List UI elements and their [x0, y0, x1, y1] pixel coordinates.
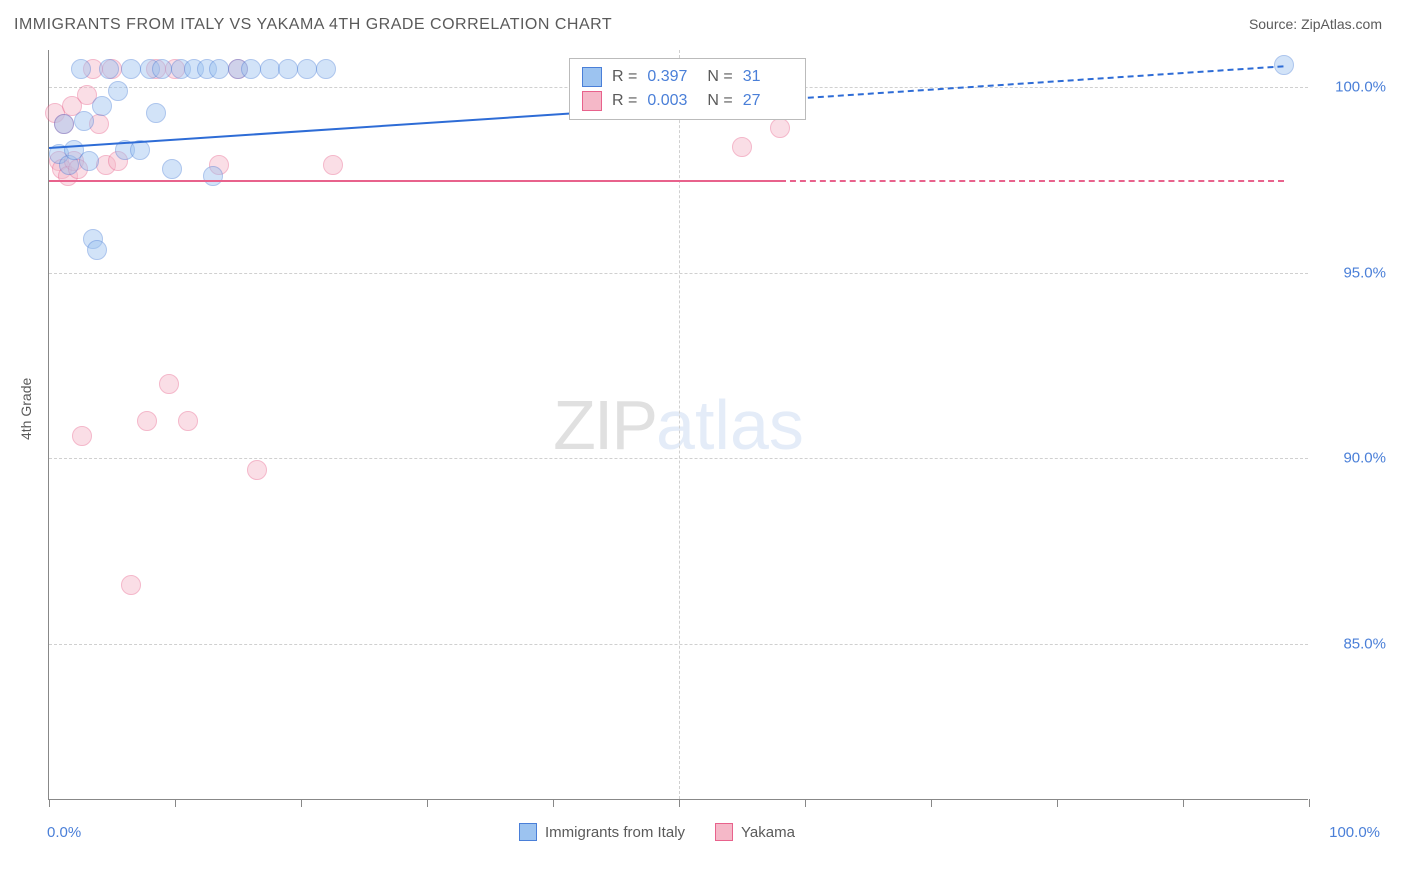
data-point — [203, 166, 223, 186]
legend-swatch — [582, 91, 602, 111]
trend-line-extension — [780, 180, 1284, 182]
y-axis-label: 4th Grade — [18, 378, 34, 440]
data-point — [108, 81, 128, 101]
data-point — [770, 118, 790, 138]
data-point — [99, 59, 119, 79]
data-point — [71, 59, 91, 79]
data-point — [247, 460, 267, 480]
data-point — [162, 159, 182, 179]
r-label: R = — [612, 92, 637, 110]
data-point — [72, 426, 92, 446]
data-point — [278, 59, 298, 79]
y-tick-label: 90.0% — [1343, 450, 1386, 467]
data-point — [146, 103, 166, 123]
data-point — [137, 411, 157, 431]
x-tick — [553, 799, 554, 807]
data-point — [152, 59, 172, 79]
y-tick-label: 100.0% — [1335, 79, 1386, 96]
x-tick — [1309, 799, 1310, 807]
data-point — [316, 59, 336, 79]
stats-legend-row: R = 0.003 N = 27 — [582, 89, 793, 113]
data-point — [54, 114, 74, 134]
data-point — [732, 137, 752, 157]
legend-item: Yakama — [715, 823, 795, 841]
x-tick — [931, 799, 932, 807]
x-tick-label: 0.0% — [47, 824, 81, 841]
legend-label: Immigrants from Italy — [545, 824, 685, 841]
y-tick-label: 85.0% — [1343, 636, 1386, 653]
chart-header: IMMIGRANTS FROM ITALY VS YAKAMA 4TH GRAD… — [0, 0, 1406, 44]
x-tick — [805, 799, 806, 807]
x-tick — [301, 799, 302, 807]
trend-line — [49, 112, 578, 149]
scatter-chart: ZIPatlas 85.0%90.0%95.0%100.0%0.0%100.0%… — [48, 50, 1308, 800]
y-tick-label: 95.0% — [1343, 264, 1386, 281]
x-tick — [49, 799, 50, 807]
r-value: 0.003 — [647, 92, 697, 110]
n-value: 27 — [743, 92, 793, 110]
data-point — [92, 96, 112, 116]
data-point — [159, 374, 179, 394]
x-tick — [427, 799, 428, 807]
data-point — [79, 151, 99, 171]
data-point — [323, 155, 343, 175]
legend-label: Yakama — [741, 824, 795, 841]
trend-line — [49, 180, 780, 182]
data-point — [209, 59, 229, 79]
watermark-zip: ZIP — [553, 386, 656, 464]
series-legend: Immigrants from Italy Yakama — [519, 823, 795, 841]
source-prefix: Source: — [1249, 16, 1301, 32]
data-point — [74, 111, 94, 131]
r-label: R = — [612, 68, 637, 86]
r-value: 0.397 — [647, 68, 697, 86]
x-tick — [1183, 799, 1184, 807]
data-point — [241, 59, 261, 79]
data-point — [178, 411, 198, 431]
source-name: ZipAtlas.com — [1301, 16, 1382, 32]
n-value: 31 — [743, 68, 793, 86]
x-tick — [175, 799, 176, 807]
x-tick — [679, 799, 680, 807]
data-point — [297, 59, 317, 79]
n-label: N = — [707, 92, 732, 110]
legend-swatch — [582, 67, 602, 87]
legend-item: Immigrants from Italy — [519, 823, 685, 841]
data-point — [260, 59, 280, 79]
x-tick-label: 100.0% — [1329, 824, 1380, 841]
data-point — [87, 240, 107, 260]
gridline-vertical — [679, 50, 680, 799]
data-point — [121, 59, 141, 79]
stats-legend-row: R = 0.397 N = 31 — [582, 65, 793, 89]
source-attribution: Source: ZipAtlas.com — [1249, 16, 1382, 32]
legend-swatch — [715, 823, 733, 841]
legend-swatch — [519, 823, 537, 841]
stats-legend: R = 0.397 N = 31 R = 0.003 N = 27 — [569, 58, 806, 120]
chart-title: IMMIGRANTS FROM ITALY VS YAKAMA 4TH GRAD… — [14, 16, 612, 34]
n-label: N = — [707, 68, 732, 86]
data-point — [121, 575, 141, 595]
x-tick — [1057, 799, 1058, 807]
